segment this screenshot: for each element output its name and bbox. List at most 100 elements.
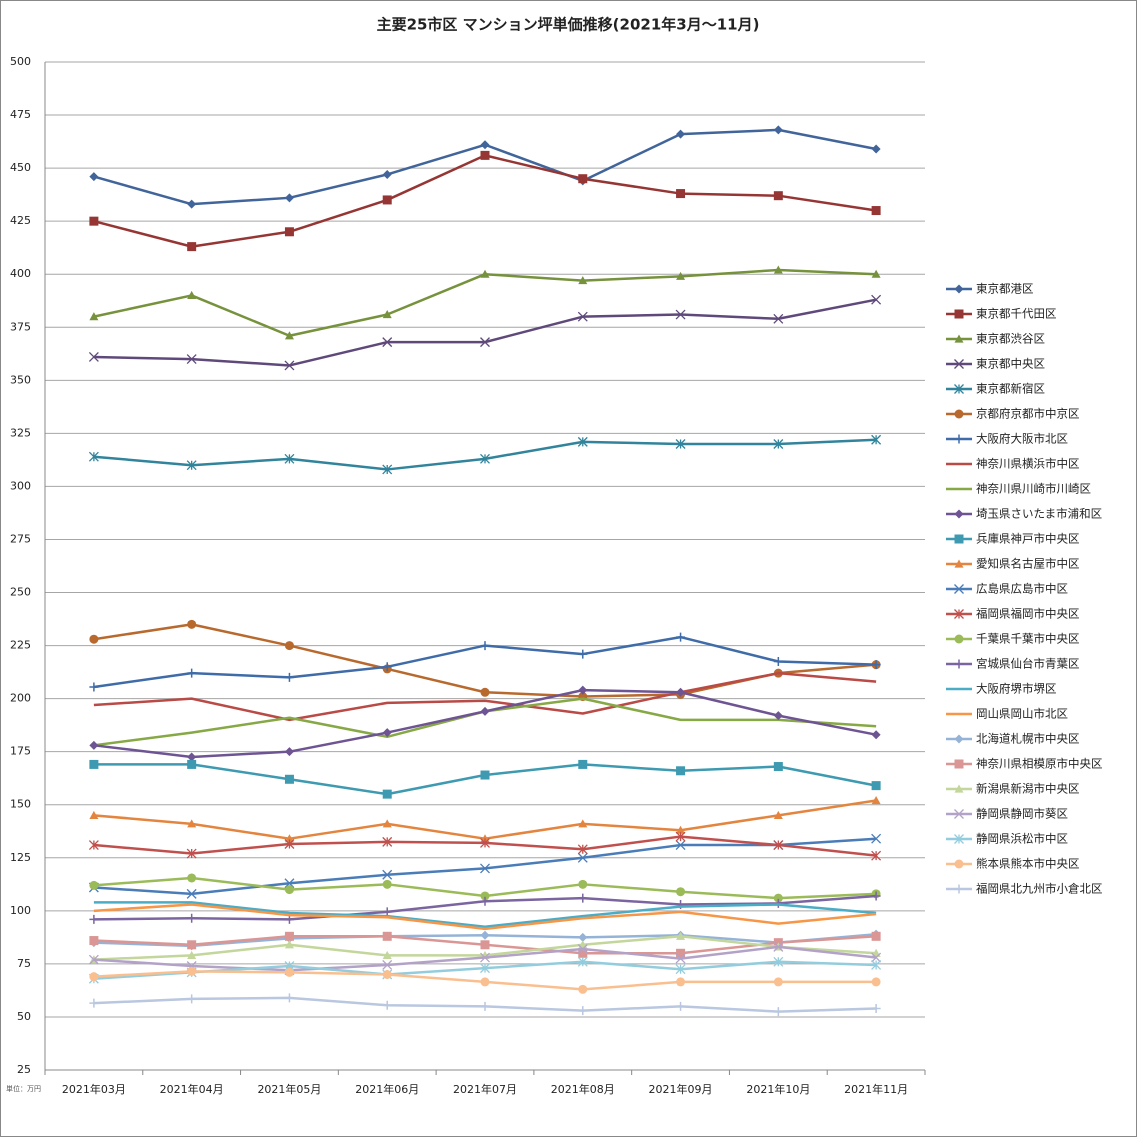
marker (954, 734, 964, 744)
marker (871, 730, 881, 740)
marker (382, 819, 392, 828)
marker (871, 206, 881, 216)
marker (871, 660, 881, 670)
marker (773, 265, 783, 274)
marker (676, 1001, 686, 1011)
marker (871, 977, 881, 987)
legend-label: 福岡県福岡市中央区 (976, 607, 1080, 621)
marker (89, 216, 99, 226)
marker (954, 884, 964, 894)
marker (954, 584, 964, 594)
marker (382, 169, 392, 179)
marker (480, 706, 490, 716)
marker (186, 848, 197, 859)
marker (954, 434, 964, 444)
marker (871, 294, 882, 305)
legend-label: 北海道札幌市中央区 (976, 732, 1080, 746)
marker (480, 337, 490, 348)
legend-label: 大阪府大阪市北区 (976, 432, 1068, 446)
marker (88, 840, 99, 851)
legend-label: 熊本県熊本市中央区 (976, 857, 1080, 871)
marker (284, 931, 294, 941)
marker (871, 931, 881, 941)
x-tick-label: 2021年09月 (649, 1082, 713, 1096)
marker (382, 959, 393, 970)
marker (954, 659, 964, 669)
marker (187, 242, 197, 252)
marker (675, 439, 686, 449)
marker (577, 956, 588, 967)
marker (578, 893, 588, 903)
marker (578, 759, 588, 769)
marker (954, 384, 964, 394)
legend-label: 神奈川県相模原市中央区 (976, 757, 1103, 771)
marker (676, 825, 686, 834)
legend-label: 京都府京都市中京区 (976, 407, 1080, 421)
marker (480, 837, 490, 848)
marker (187, 940, 197, 950)
marker (773, 125, 783, 135)
marker (578, 879, 588, 889)
marker (187, 759, 197, 769)
marker (88, 451, 99, 462)
marker (871, 891, 881, 901)
marker (773, 977, 783, 987)
marker (382, 879, 392, 889)
marker (382, 1000, 392, 1010)
marker (773, 941, 784, 952)
marker (773, 191, 783, 201)
marker (89, 634, 99, 644)
marker (675, 840, 686, 851)
marker (773, 656, 783, 666)
marker (954, 334, 964, 343)
marker (480, 863, 490, 874)
marker (480, 770, 490, 780)
marker (89, 914, 99, 924)
legend-label: 東京都千代田区 (976, 307, 1057, 321)
marker (578, 685, 588, 695)
marker (382, 836, 393, 847)
legend-label: 新潟県新潟市中央区 (976, 782, 1080, 796)
marker (89, 312, 99, 321)
marker (676, 887, 686, 897)
marker (871, 144, 881, 154)
marker (577, 311, 588, 322)
legend-label: 神奈川県川崎市川崎区 (976, 482, 1091, 496)
legend-label: 埼玉県さいたま市浦和区 (976, 507, 1102, 521)
marker (89, 810, 99, 819)
marker (382, 869, 393, 880)
marker (871, 434, 882, 445)
marker (89, 682, 99, 692)
marker (187, 966, 197, 976)
marker (578, 932, 588, 942)
marker (954, 859, 964, 869)
marker (382, 662, 392, 672)
marker (871, 781, 881, 791)
y-tick-label: 75 (17, 957, 31, 970)
marker (675, 831, 686, 842)
marker (676, 271, 686, 280)
x-tick-label: 2021年04月 (160, 1082, 224, 1096)
marker (578, 984, 588, 994)
marker (871, 833, 882, 844)
marker (676, 189, 686, 199)
marker (954, 784, 964, 793)
marker (284, 360, 295, 371)
marker (954, 409, 964, 419)
marker (480, 641, 490, 651)
y-tick-label: 400 (10, 267, 31, 280)
marker (284, 227, 294, 237)
y-tick-label: 500 (10, 55, 31, 68)
legend-label: 東京都港区 (976, 282, 1034, 296)
marker (773, 762, 783, 772)
marker (675, 964, 686, 975)
marker (89, 936, 99, 946)
marker (676, 977, 686, 987)
marker (578, 276, 588, 285)
marker (578, 174, 588, 184)
legend-label: 福岡県北九州市小倉北区 (976, 882, 1103, 896)
marker (187, 752, 197, 762)
x-tick-label: 2021年05月 (257, 1082, 321, 1096)
